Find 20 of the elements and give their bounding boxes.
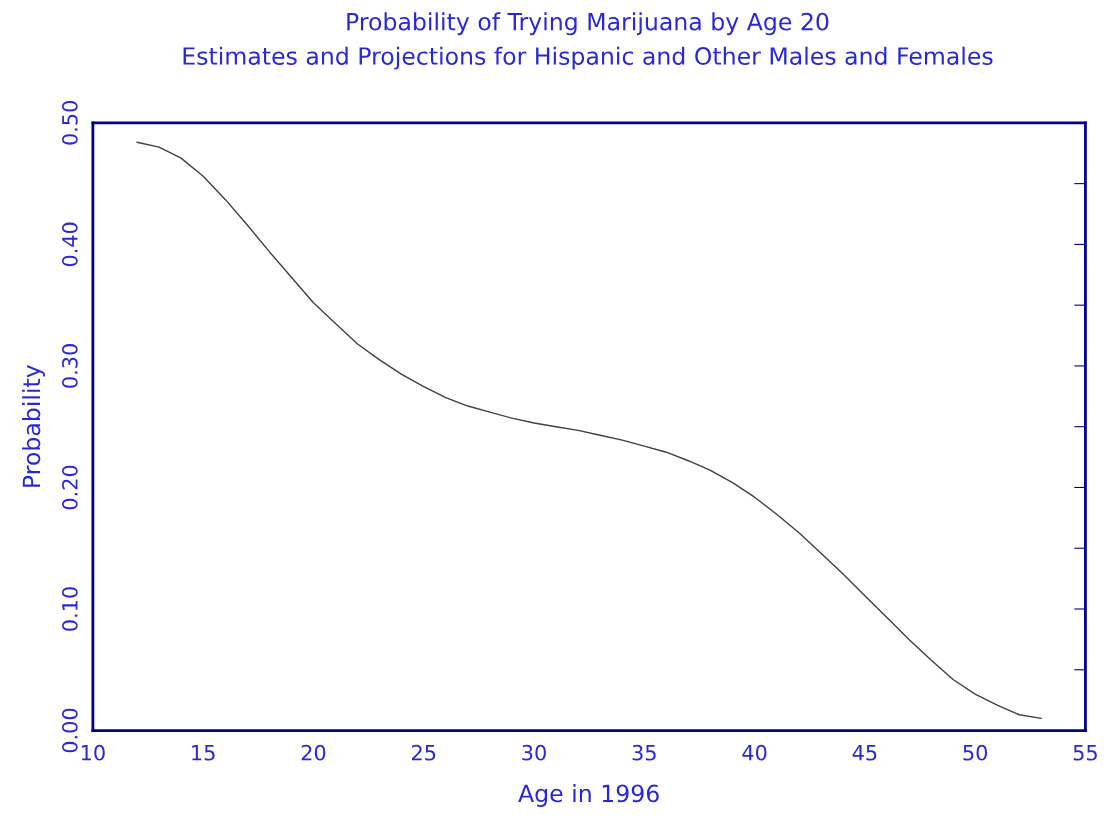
x-tick-label: 55 [1073, 745, 1097, 761]
x-tick-label: 10 [81, 744, 105, 761]
y-tick-label: 0.10 [61, 587, 78, 631]
x-tick-label: 20 [301, 744, 326, 761]
chart-subtitle: Estimates and Projections for Hispanic and Other Males and Females [183, 46, 993, 70]
x-tick-label: 50 [963, 744, 988, 761]
x-tick-label: 45 [852, 745, 877, 761]
x-tick-label: 35 [632, 744, 656, 761]
y-tick-label: 0.20 [61, 465, 78, 510]
y-tick-label: 0.50 [61, 101, 78, 145]
y-tick-label: 0.30 [61, 344, 78, 388]
x-tick-label: 30 [522, 744, 546, 761]
x-tick-label: 25 [412, 744, 436, 761]
y-tick-label: 0.40 [61, 222, 78, 267]
x-axis-title: Age in 1996 [518, 784, 659, 807]
y-axis-title: Probability [22, 365, 45, 487]
chart-title: Probability of Trying Marijuana by Age 20 [347, 12, 829, 36]
x-tick-label: 15 [192, 745, 215, 761]
y-tick-label: 0.00 [61, 708, 78, 753]
x-tick-label: 40 [742, 744, 767, 761]
